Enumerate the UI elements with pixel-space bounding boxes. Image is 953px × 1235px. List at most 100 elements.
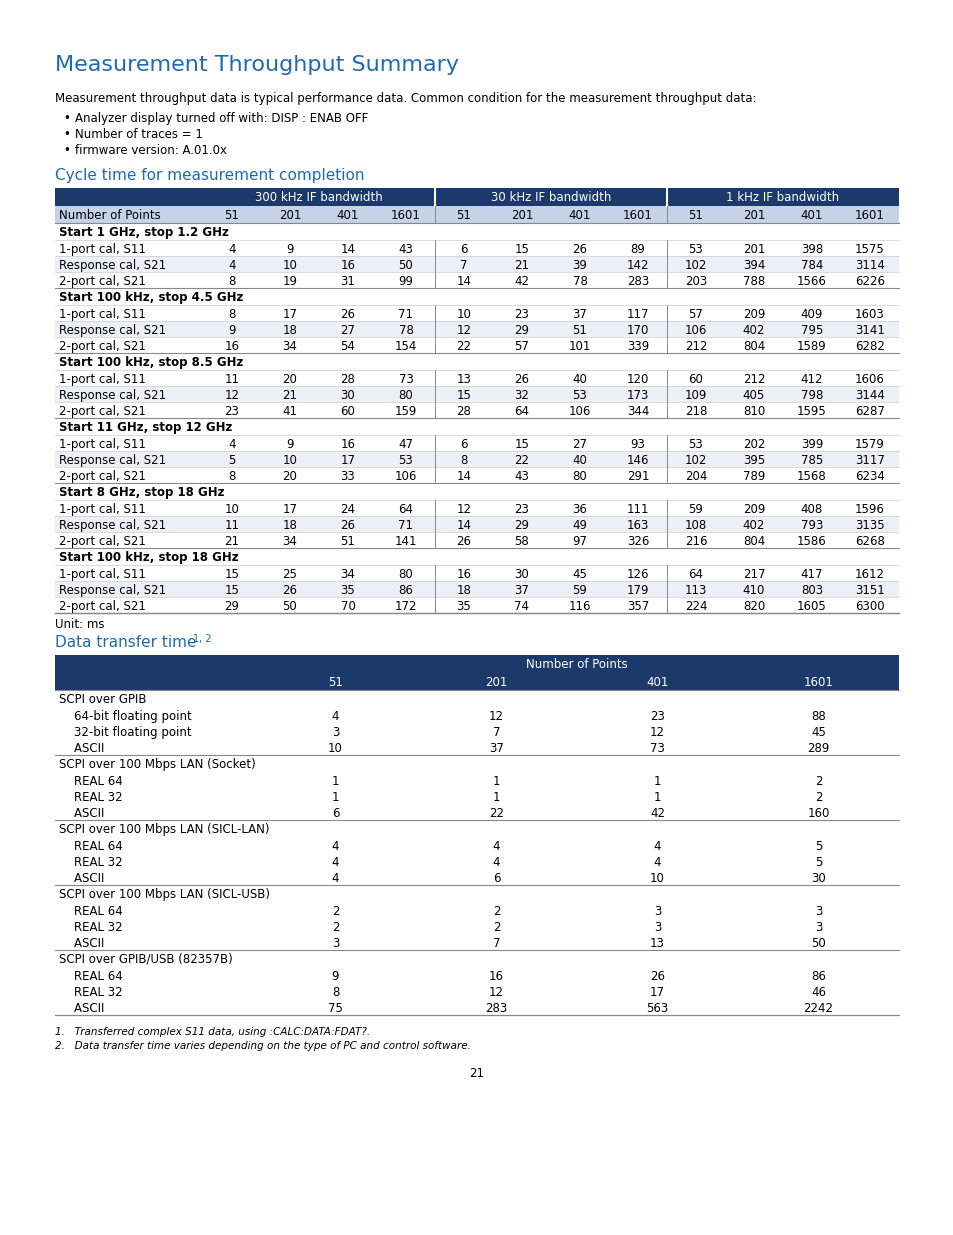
Text: 8: 8: [460, 454, 467, 467]
Text: 4: 4: [332, 840, 339, 853]
Text: 20: 20: [282, 373, 297, 387]
Text: Number of traces = 1: Number of traces = 1: [75, 128, 203, 141]
Text: Response cal, S21: Response cal, S21: [59, 519, 166, 532]
Text: 4: 4: [332, 856, 339, 869]
Text: 4: 4: [493, 856, 499, 869]
Text: 13: 13: [456, 373, 471, 387]
Text: 12: 12: [456, 324, 471, 337]
Text: 2-port cal, S21: 2-port cal, S21: [59, 471, 146, 483]
Text: Start 100 kHz, stop 8.5 GHz: Start 100 kHz, stop 8.5 GHz: [59, 356, 243, 369]
Text: •: •: [63, 128, 70, 141]
Text: 89: 89: [630, 243, 645, 256]
Text: Unit: ms: Unit: ms: [55, 618, 105, 631]
Bar: [55, 837, 898, 853]
Text: 41: 41: [282, 405, 297, 417]
Text: Number of Points: Number of Points: [59, 209, 161, 222]
Text: 30 kHz IF bandwidth: 30 kHz IF bandwidth: [490, 191, 611, 204]
Text: 64-bit floating point: 64-bit floating point: [59, 710, 192, 722]
Text: 18: 18: [282, 519, 297, 532]
Text: 78: 78: [398, 324, 413, 337]
Text: 27: 27: [572, 438, 587, 451]
Text: 563: 563: [646, 1002, 668, 1015]
Text: 49: 49: [572, 519, 587, 532]
Text: 64: 64: [688, 568, 702, 580]
Text: 50: 50: [282, 600, 297, 613]
Text: 14: 14: [456, 519, 471, 532]
Text: 24: 24: [340, 503, 355, 516]
Text: 795: 795: [800, 324, 822, 337]
Text: 101: 101: [568, 340, 591, 353]
Text: 4: 4: [653, 840, 660, 853]
Text: 57: 57: [688, 308, 702, 321]
Text: 15: 15: [224, 568, 239, 580]
Text: 399: 399: [800, 438, 822, 451]
Text: 1: 1: [332, 790, 339, 804]
Text: 4: 4: [228, 438, 235, 451]
Text: Start 100 kHz, stop 18 GHz: Start 100 kHz, stop 18 GHz: [59, 551, 238, 564]
Text: 3: 3: [814, 921, 821, 934]
Text: 7: 7: [459, 259, 467, 272]
Text: 50: 50: [398, 259, 413, 272]
Text: 43: 43: [514, 471, 529, 483]
Text: ASCII: ASCII: [59, 806, 104, 820]
Text: 1: 1: [493, 776, 499, 788]
Text: 53: 53: [688, 438, 702, 451]
Text: Response cal, S21: Response cal, S21: [59, 324, 166, 337]
Text: 405: 405: [742, 389, 764, 403]
Text: 26: 26: [572, 243, 587, 256]
Text: 163: 163: [626, 519, 648, 532]
Bar: [55, 580, 898, 597]
Text: 204: 204: [684, 471, 706, 483]
Text: 6: 6: [459, 438, 467, 451]
Text: REAL 32: REAL 32: [59, 790, 123, 804]
Text: 2242: 2242: [802, 1002, 833, 1015]
Text: 3: 3: [653, 921, 660, 934]
Text: 97: 97: [572, 535, 587, 548]
Text: 202: 202: [742, 438, 764, 451]
Text: 23: 23: [224, 405, 239, 417]
Text: 99: 99: [398, 275, 413, 288]
Text: 300 kHz IF bandwidth: 300 kHz IF bandwidth: [254, 191, 382, 204]
Text: 172: 172: [395, 600, 416, 613]
Text: 401: 401: [645, 676, 668, 689]
Text: 146: 146: [626, 454, 649, 467]
Text: 201: 201: [742, 243, 764, 256]
Text: 22: 22: [489, 806, 503, 820]
Bar: [55, 804, 898, 820]
Text: Measurement throughput data is typical performance data. Common condition for th: Measurement throughput data is typical p…: [55, 91, 756, 105]
Text: 3: 3: [653, 905, 660, 918]
Text: 10: 10: [224, 503, 239, 516]
Text: 80: 80: [398, 389, 413, 403]
Text: Response cal, S21: Response cal, S21: [59, 389, 166, 403]
Text: 401: 401: [800, 209, 822, 222]
Text: 417: 417: [800, 568, 822, 580]
Text: REAL 64: REAL 64: [59, 905, 123, 918]
Text: 126: 126: [626, 568, 649, 580]
Text: 4: 4: [228, 243, 235, 256]
Text: 810: 810: [742, 405, 764, 417]
Text: 16: 16: [340, 438, 355, 451]
Text: 201: 201: [510, 209, 533, 222]
Text: 33: 33: [340, 471, 355, 483]
Text: 11: 11: [224, 519, 239, 532]
Text: 26: 26: [282, 584, 297, 597]
Text: 14: 14: [456, 471, 471, 483]
Text: 3: 3: [814, 905, 821, 918]
Bar: [55, 597, 898, 613]
Text: 789: 789: [742, 471, 764, 483]
Text: 1579: 1579: [854, 438, 884, 451]
Text: 51: 51: [688, 209, 702, 222]
Text: 13: 13: [649, 937, 664, 950]
Text: 16: 16: [340, 259, 355, 272]
Text: 1605: 1605: [797, 600, 826, 613]
Text: 50: 50: [810, 937, 825, 950]
Text: 21: 21: [282, 389, 297, 403]
Text: 29: 29: [514, 519, 529, 532]
Text: 40: 40: [572, 454, 587, 467]
Text: 803: 803: [801, 584, 822, 597]
Text: 78: 78: [572, 275, 587, 288]
Text: 209: 209: [742, 308, 764, 321]
Bar: [55, 206, 898, 224]
Text: REAL 32: REAL 32: [59, 921, 123, 934]
Text: 71: 71: [398, 519, 413, 532]
